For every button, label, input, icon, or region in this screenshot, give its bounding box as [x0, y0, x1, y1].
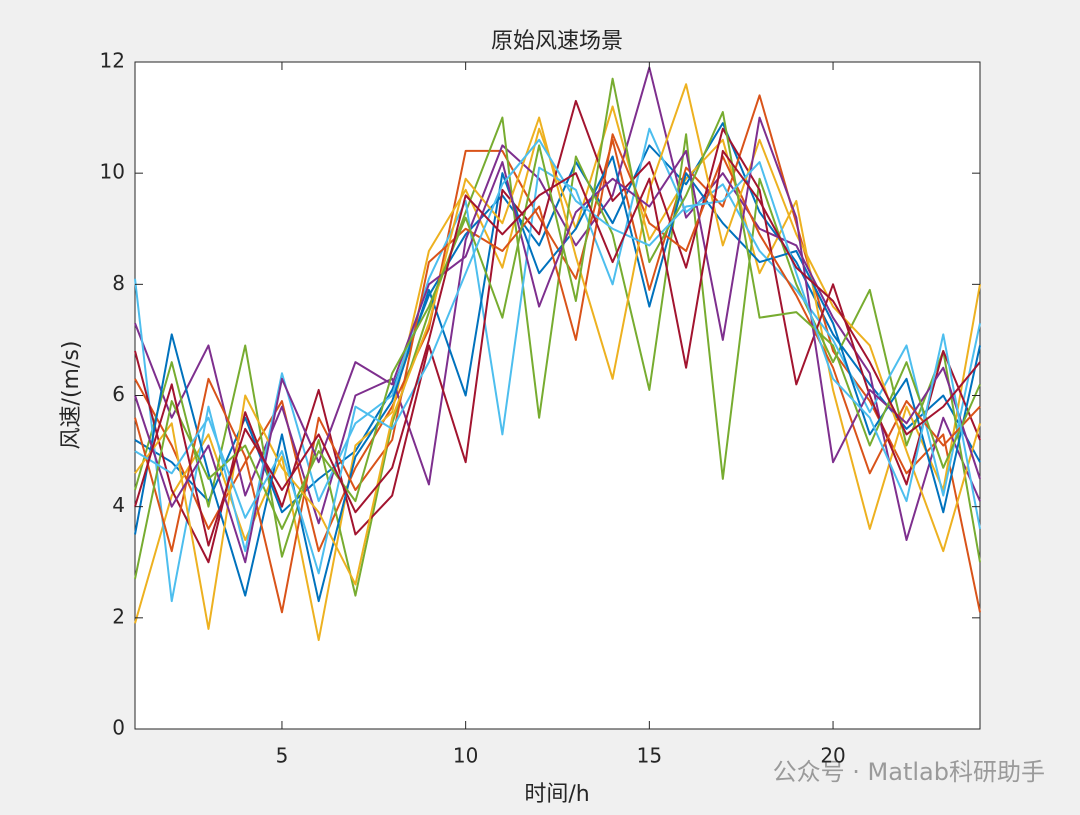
- series-line: [134, 116, 981, 564]
- series-line: [134, 77, 981, 580]
- y-tick-label: 0: [112, 716, 125, 740]
- series-line: [134, 138, 981, 575]
- y-tick-label: 2: [112, 604, 125, 628]
- y-axis-label: 风速/(m/s): [59, 341, 84, 450]
- y-tick-label: 4: [112, 493, 125, 517]
- chart-title: 原始风速场景: [491, 29, 623, 54]
- y-tick-label: 6: [112, 382, 125, 406]
- y-tick-label: 12: [100, 49, 125, 73]
- plot-area: [134, 61, 981, 730]
- series-line: [134, 149, 981, 547]
- watermark: 公众号 · Matlab科研助手: [773, 758, 1045, 786]
- y-tick-label: 10: [100, 160, 125, 184]
- x-tick-label: 15: [637, 744, 662, 768]
- x-tick-label: 20: [820, 744, 845, 768]
- y-tick-label: 8: [112, 271, 125, 295]
- x-tick-label: 10: [453, 744, 478, 768]
- x-tick-label: 5: [276, 744, 289, 768]
- series-line: [134, 127, 981, 603]
- series-line: [134, 66, 981, 542]
- x-axis-label: 时间/h: [524, 782, 589, 807]
- series-line: [134, 99, 981, 564]
